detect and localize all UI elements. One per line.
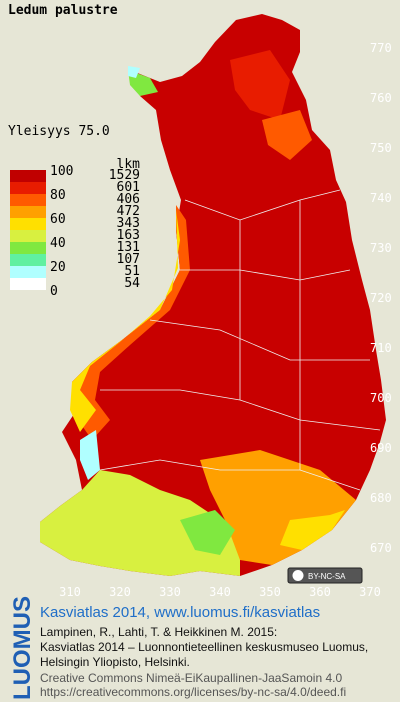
y-tick-label: 670	[370, 541, 392, 555]
species-title: Ledum palustre	[8, 3, 118, 18]
citation-line: Kasviatlas 2014 – Luonnontieteellinen ke…	[40, 640, 368, 654]
legend-scale-label: 80	[50, 188, 66, 203]
x-tick-label: 340	[209, 585, 231, 599]
y-tick-label: 760	[370, 91, 392, 105]
footer: Lampinen, R., Lahti, T. & Heikkinen M. 2…	[40, 625, 368, 699]
legend-count: 406	[117, 192, 140, 207]
x-tick-label: 310	[59, 585, 81, 599]
legend-swatch	[10, 170, 46, 182]
southwest-cyan	[80, 430, 100, 480]
legend-swatch	[10, 230, 46, 242]
legend-swatch	[10, 194, 46, 206]
map	[40, 14, 386, 576]
legend-count: 1529	[109, 168, 140, 183]
legend-swatch	[10, 254, 46, 266]
legend-count: 107	[117, 252, 140, 267]
southeast-yellow	[280, 510, 345, 550]
legend-swatch	[10, 206, 46, 218]
y-tick-label: 770	[370, 41, 392, 55]
east-orange	[262, 110, 312, 160]
legend-swatch	[10, 278, 46, 290]
brand: LUOMUS	[9, 596, 36, 700]
cc-icon	[292, 570, 304, 581]
west-coast-yellow	[70, 210, 180, 432]
license-badge: BY-NC-SA	[287, 567, 363, 584]
legend-swatch	[10, 266, 46, 278]
map-axes: 770 760 750 740 730 720 710 700 690 680 670 310 320 3…	[59, 41, 392, 599]
headline: Kasviatlas 2014, www.luomus.fi/kasviatla…	[40, 604, 320, 621]
y-tick-label: 740	[370, 191, 392, 205]
legend-count: 163	[117, 228, 140, 243]
y-tick-label: 750	[370, 141, 392, 155]
legend-scale-label: 60	[50, 212, 66, 227]
citation-line: Helsingin Yliopisto, Helsinki.	[40, 655, 190, 669]
license-line: https://creativecommons.org/licenses/by-…	[40, 685, 346, 699]
legend-count: 131	[117, 240, 140, 255]
x-tick-label: 320	[109, 585, 131, 599]
legend-count: 54	[124, 276, 140, 291]
y-tick-label: 710	[370, 341, 392, 355]
y-tick-label: 700	[370, 391, 392, 405]
legend-count: 51	[124, 264, 140, 279]
y-tick-label: 730	[370, 241, 392, 255]
county-borders	[99, 189, 381, 491]
legend-swatch	[10, 242, 46, 254]
y-tick-label: 680	[370, 491, 392, 505]
legend-count-header: lkm	[117, 157, 141, 172]
legend-swatch	[10, 218, 46, 230]
x-tick-label: 330	[159, 585, 181, 599]
legend-count: 472	[117, 204, 140, 219]
legend-count: 343	[117, 216, 140, 231]
license-line: Creative Commons Nimeä-EiKaupallinen-Jaa…	[40, 671, 342, 685]
y-tick-label: 720	[370, 291, 392, 305]
legend-scale-label: 0	[50, 284, 58, 299]
southwest-green	[40, 470, 240, 576]
citation-line: Lampinen, R., Lahti, T. & Heikkinen M. 2…	[40, 625, 277, 639]
southwest-lime	[180, 510, 235, 555]
badge-text: BY-NC-SA	[308, 572, 346, 581]
x-tick-label: 360	[309, 585, 331, 599]
legend-scale-label: 20	[50, 260, 66, 275]
legend-swatch	[10, 182, 46, 194]
badge-box	[287, 567, 363, 584]
northwest-cyan	[128, 66, 140, 78]
frequency: Yleisyys 75.0	[8, 124, 110, 139]
land-base	[40, 14, 386, 576]
north-bright	[230, 50, 290, 120]
legend-scale-label: 40	[50, 236, 66, 251]
y-tick-label: 690	[370, 441, 392, 455]
x-tick-label: 370	[359, 585, 381, 599]
legend-count: 601	[117, 180, 140, 195]
legend-scale-label: 100	[50, 164, 73, 179]
x-tick-label: 350	[259, 585, 281, 599]
